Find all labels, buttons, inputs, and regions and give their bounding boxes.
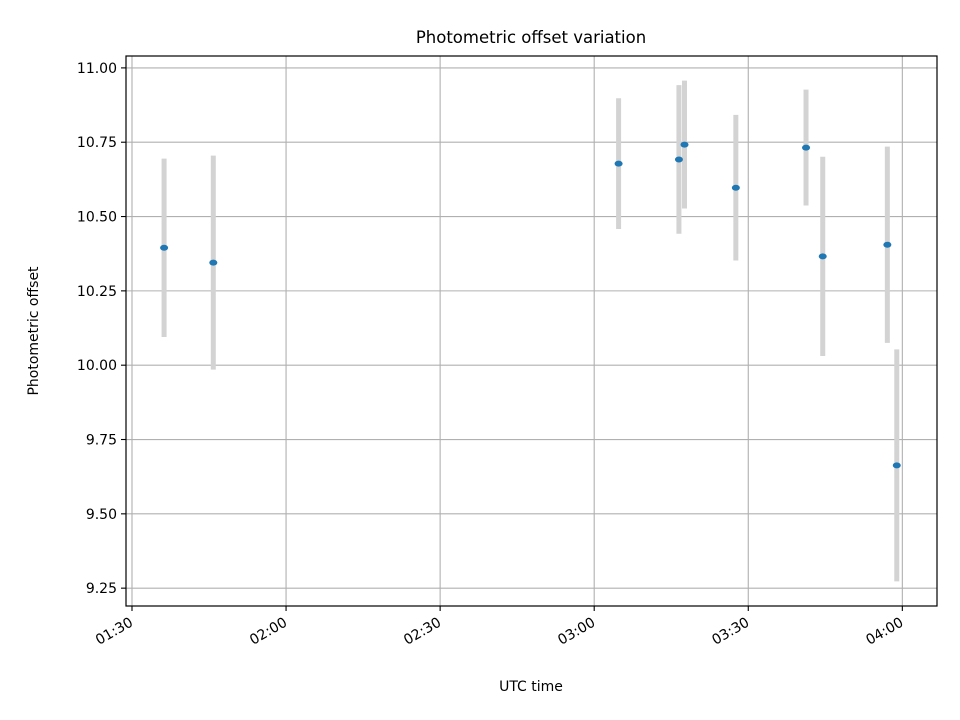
data-point — [883, 241, 892, 248]
y-tick-label: 10.50 — [77, 210, 117, 226]
data-point — [614, 160, 623, 167]
y-tick-label: 9.25 — [86, 581, 117, 597]
data-point — [731, 184, 740, 191]
grid — [126, 56, 937, 606]
data-point — [802, 144, 811, 151]
y-tick-label: 10.25 — [77, 284, 117, 300]
data-point — [674, 156, 683, 163]
chart-title: Photometric offset variation — [416, 28, 646, 47]
y-tick-label: 9.50 — [86, 507, 117, 523]
y-axis-ticks: 9.25 9.50 9.75 10.00 10.25 10.50 10.75 11.00 — [77, 61, 126, 597]
data-point — [160, 244, 169, 251]
x-axis-label: UTC time — [499, 679, 563, 695]
y-tick-label: 10.75 — [77, 135, 117, 151]
data-point — [680, 141, 689, 148]
y-tick-label: 9.75 — [86, 433, 117, 449]
data-point — [892, 462, 901, 469]
data-point — [818, 253, 827, 260]
y-tick-label: 10.00 — [77, 358, 117, 374]
y-axis-label: Photometric offset — [26, 266, 42, 396]
plot-area-frame — [125, 55, 938, 607]
data-point — [209, 259, 218, 266]
data-points — [160, 141, 901, 469]
y-tick-label: 11.00 — [77, 61, 117, 77]
